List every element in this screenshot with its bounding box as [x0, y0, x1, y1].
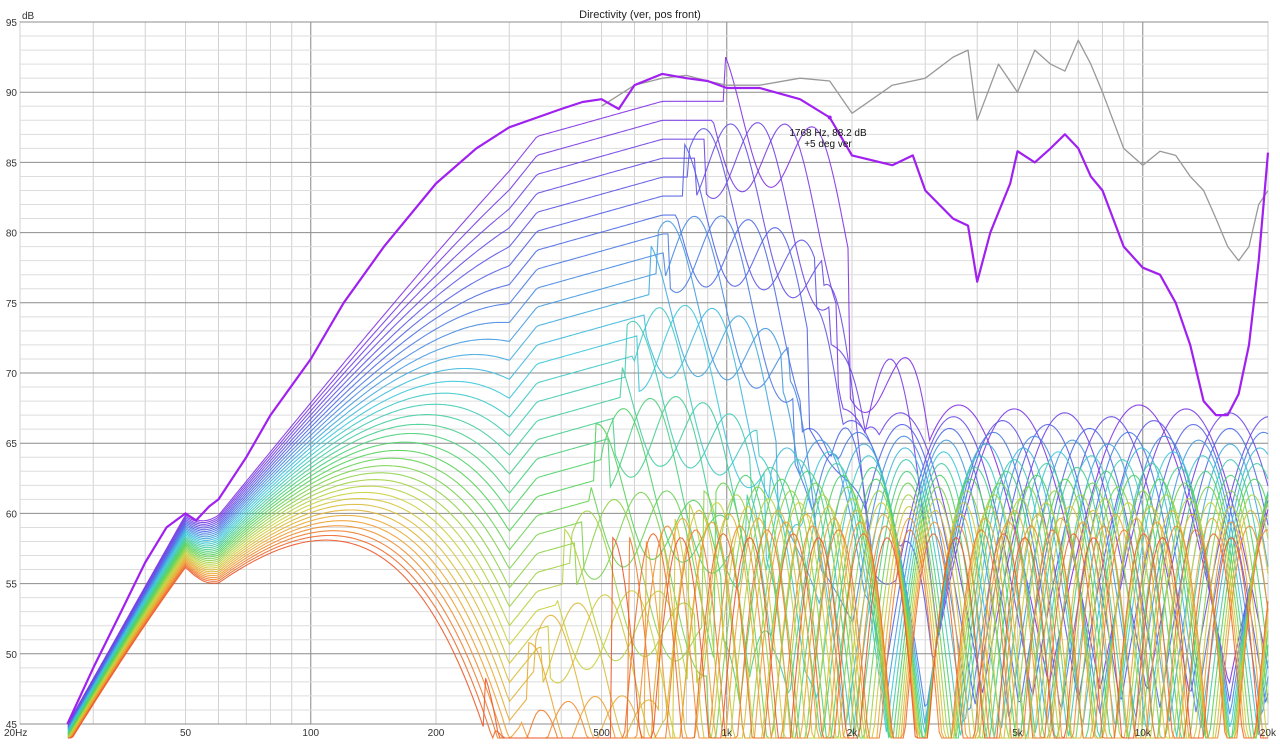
y-tick-label: 90 — [6, 88, 18, 99]
chart-title: Directivity (ver, pos front) — [579, 9, 701, 21]
off-axis-curve — [67, 320, 1269, 738]
off-axis-curve — [67, 465, 1269, 739]
cursor-annotation: 1768 Hz, 88.2 dB +5 deg ver — [789, 128, 867, 150]
y-tick-label: 65 — [6, 439, 18, 450]
x-tick-label: 20k — [1260, 728, 1277, 739]
x-tick-label: 2k — [847, 728, 859, 739]
annotation-line2: +5 deg ver — [804, 139, 852, 150]
x-tick-label: 50 — [180, 728, 192, 739]
off-axis-curve — [67, 491, 1269, 739]
off-axis-curve — [67, 485, 1269, 739]
off-axis-curve — [67, 304, 1269, 733]
off-axis-curve — [68, 533, 1269, 740]
x-tick-label: 500 — [593, 728, 610, 739]
off-axis-curve — [68, 536, 1268, 739]
off-axis-curve — [67, 497, 1269, 739]
series-layer — [66, 39, 1270, 725]
highlighted-series-line — [66, 72, 1270, 725]
off-axis-curve — [67, 514, 1269, 739]
x-tick-label: 1k — [721, 728, 733, 739]
annotation-line1: 1768 Hz, 88.2 dB — [789, 128, 867, 139]
off-axis-curve — [67, 396, 1269, 741]
x-tick-label: 100 — [302, 728, 319, 739]
off-axis-curve — [67, 423, 1269, 739]
curves — [67, 56, 1269, 741]
off-axis-curve — [67, 479, 1269, 739]
y-tick-label: 85 — [6, 158, 18, 169]
off-axis-curve — [67, 509, 1269, 739]
y-tick-label: 95 — [6, 18, 18, 29]
off-axis-curve — [67, 397, 1269, 740]
off-axis-curve — [68, 529, 1269, 739]
y-tick-label: 60 — [6, 509, 18, 520]
off-axis-curve — [68, 525, 1269, 739]
y-tick-label: 70 — [6, 369, 18, 380]
off-axis-curve — [67, 119, 1269, 725]
off-axis-curve — [67, 307, 1269, 736]
off-axis-curve — [67, 503, 1269, 739]
x-tick-label: 200 — [428, 728, 445, 739]
off-axis-curve — [67, 215, 1269, 729]
x-tick-label: 10k — [1135, 728, 1152, 739]
off-axis-curve — [67, 307, 1269, 731]
x-tick-label: 20Hz — [4, 728, 27, 739]
grid — [19, 21, 1269, 725]
cursor-point — [827, 115, 832, 120]
y-tick-label: 45 — [6, 720, 18, 731]
y-axis-label: dB — [22, 11, 35, 22]
off-axis-curve — [67, 142, 1269, 727]
y-tick-label: 75 — [6, 299, 18, 310]
off-axis-curve — [68, 520, 1268, 739]
reference-series-line — [601, 39, 1269, 262]
y-tick-label: 50 — [6, 650, 18, 661]
x-tick-label: 5k — [1012, 728, 1024, 739]
off-axis-curve — [67, 220, 1269, 730]
ticks: 45 50 55 60 65 70 75 80 85 90 95 20Hz 50 100 200 500 1k 2… — [4, 18, 1277, 739]
off-axis-curve — [67, 245, 1269, 731]
off-axis-curve — [67, 122, 1269, 726]
y-tick-label: 55 — [6, 580, 18, 591]
y-tick-label: 80 — [6, 229, 18, 240]
